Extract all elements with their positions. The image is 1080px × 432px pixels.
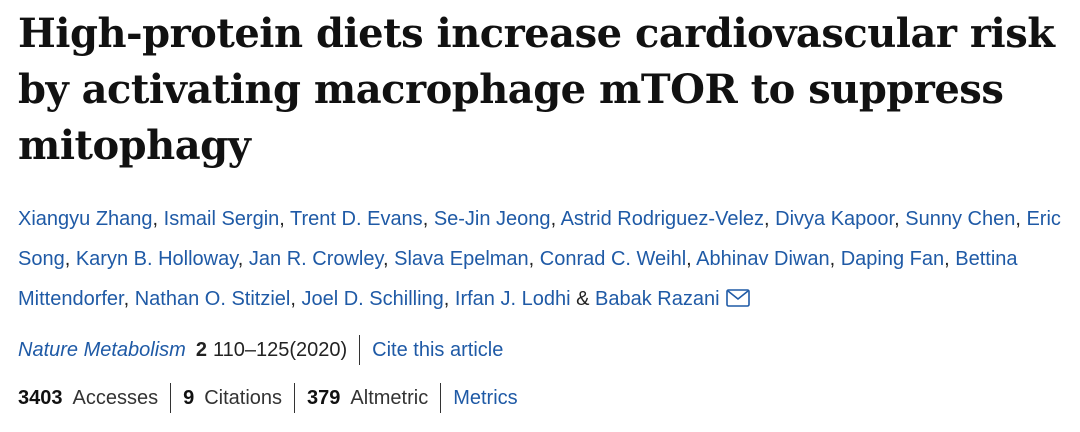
author-separator: , [944,248,956,270]
author-link[interactable]: Slava Epelman [394,248,529,270]
author-link[interactable]: Nathan O. Stitziel [134,288,291,310]
author-separator: , [422,208,434,230]
accesses-count: 3403 [18,387,63,409]
author-separator: , [528,248,540,270]
author-link-last[interactable]: Babak Razani [594,288,720,310]
altmetric-count: 379 [307,387,341,409]
author-separator: , [686,248,697,270]
citation-line: Nature Metabolism 2 110–125(2020) Cite t… [18,335,1068,365]
author-link[interactable]: Sunny Chen [905,208,1016,230]
author-separator: , [443,288,455,310]
author-link[interactable]: Astrid Rodriguez-Velez [560,208,765,230]
author-last-separator: & [570,288,595,310]
author-separator: , [550,208,561,230]
citations-count: 9 [183,387,195,409]
author-link[interactable]: Joel D. Schilling [301,288,444,310]
envelope-icon[interactable] [725,289,750,307]
author-link[interactable]: Daping Fan [840,248,945,270]
author-separator: , [64,248,76,270]
citations-label: Citations [204,387,283,409]
volume-number: 2 [195,339,207,361]
author-separator: , [279,208,291,230]
accesses-label: Accesses [72,387,159,409]
article-title: High-protein diets increase cardiovascul… [18,10,1055,169]
divider [440,383,442,413]
author-link[interactable]: Abhinav Diwan [696,248,830,270]
author-link[interactable]: Xiangyu Zhang [18,208,153,230]
author-separator: , [1015,208,1027,230]
author-separator: , [152,208,164,230]
author-link[interactable]: Eric Song [18,208,1061,270]
author-link[interactable]: Ismail Sergin [163,208,280,230]
pages-year: 110–125(2020) [212,339,348,361]
author-link[interactable]: Trent D. Evans [290,208,423,230]
author-link[interactable]: Irfan J. Lodhi [454,288,571,310]
cite-article-link[interactable]: Cite this article [372,339,504,361]
metrics-link[interactable]: Metrics [453,387,518,409]
author-separator: , [894,208,906,230]
author-link[interactable]: Jan R. Crowley [248,248,384,270]
altmetric-label: Altmetric [350,387,429,409]
author-link[interactable]: Divya Kapoor [775,208,895,230]
metrics-line: 3403 Accesses 9 Citations 379 Altmetric … [18,383,1068,413]
author-separator: , [290,288,302,310]
divider [294,383,296,413]
author-separator: , [123,288,135,310]
author-separator: , [764,208,776,230]
journal-link[interactable]: Nature Metabolism [18,339,186,361]
article-header: High-protein diets increase cardiovascul… [18,6,1068,413]
author-link[interactable]: Bettina Mittendorfer [18,248,1018,310]
author-separator: , [383,248,395,270]
author-separator: , [237,248,249,270]
author-link[interactable]: Conrad C. Weihl [539,248,687,270]
divider [170,383,172,413]
author-list: Xiangyu Zhang, Ismail Sergin, Trent D. E… [18,199,1063,319]
author-link[interactable]: Karyn B. Holloway [75,248,238,270]
author-separator: , [829,248,841,270]
author-link[interactable]: Se-Jin Jeong [433,208,551,230]
divider [359,335,361,365]
